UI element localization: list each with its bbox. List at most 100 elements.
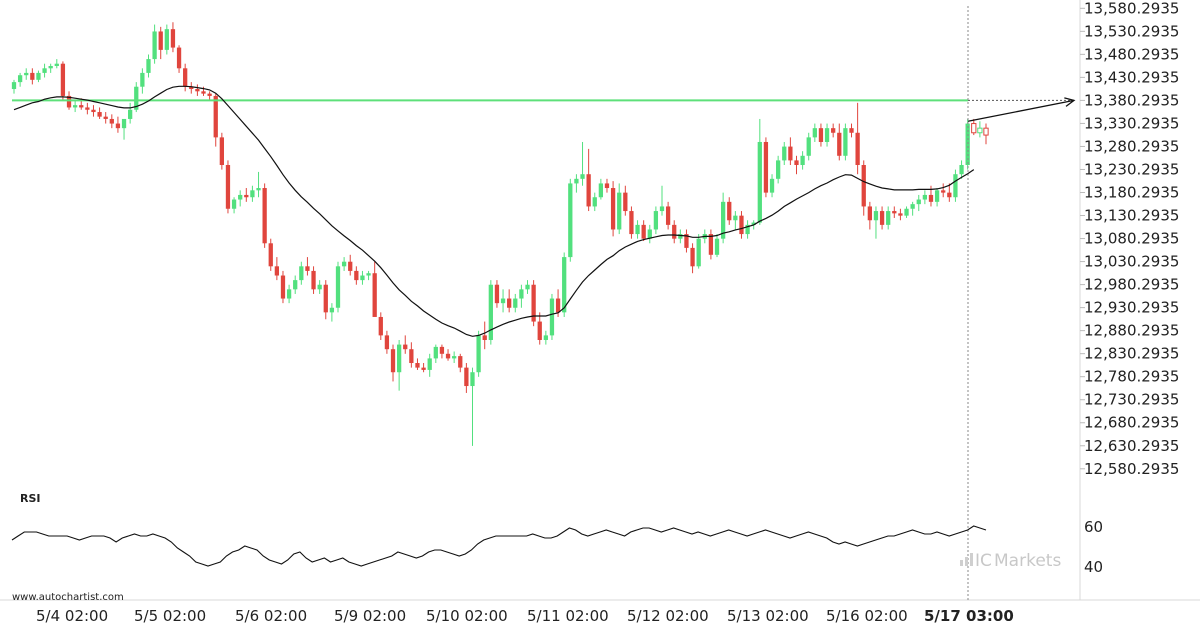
candle <box>739 215 744 235</box>
candle <box>201 91 206 94</box>
candle <box>574 178 579 184</box>
rsi-tick-label: 40 <box>1084 558 1103 576</box>
y-tick-label: 13,130.2935 <box>1084 207 1179 225</box>
candle <box>941 190 946 193</box>
candle <box>482 335 487 340</box>
candle <box>164 29 169 50</box>
candle <box>140 72 145 87</box>
candle <box>861 165 866 207</box>
moving-average-line <box>13 85 975 337</box>
candle <box>262 188 267 244</box>
candles <box>11 22 989 446</box>
candle <box>158 31 163 50</box>
candle <box>659 206 665 212</box>
candle <box>678 234 683 239</box>
x-tick-label: 5/9 02:00 <box>334 607 406 625</box>
candle <box>727 201 732 221</box>
candle <box>390 349 396 373</box>
candle <box>378 316 383 336</box>
candle <box>684 234 689 248</box>
candle <box>170 29 176 48</box>
candle <box>849 128 854 133</box>
candle <box>708 234 714 255</box>
candle <box>843 128 848 156</box>
candle <box>24 72 29 76</box>
candle <box>617 192 622 230</box>
candle <box>60 63 66 96</box>
candle <box>977 127 983 134</box>
candle <box>219 137 224 166</box>
x-tick-label: 5/11 02:00 <box>527 607 609 625</box>
candle <box>837 132 842 156</box>
candle <box>286 289 292 299</box>
candle <box>207 93 212 96</box>
rsi-title: RSI <box>20 492 41 505</box>
candle <box>103 116 108 119</box>
candle <box>867 206 872 221</box>
candle <box>445 353 451 359</box>
candle <box>623 192 628 212</box>
candle <box>48 65 53 69</box>
candle <box>317 284 322 290</box>
candle <box>519 289 524 299</box>
candle <box>806 137 811 156</box>
brand-logo: IC Markets <box>960 551 1061 571</box>
candle <box>555 298 561 313</box>
y-tick-label: 13,580.2935 <box>1084 0 1179 17</box>
candle <box>97 112 102 117</box>
rsi-tick-label: 60 <box>1084 518 1103 536</box>
candle <box>85 107 90 110</box>
y-tick-label: 12,930.2935 <box>1084 299 1179 317</box>
brand-logo-bar <box>965 557 968 566</box>
candle <box>409 349 414 364</box>
candle <box>928 194 934 202</box>
candle <box>763 141 769 193</box>
candle <box>213 95 218 138</box>
candle <box>293 280 298 290</box>
candle <box>788 146 793 161</box>
candle <box>672 224 677 239</box>
candle <box>152 31 157 60</box>
candle <box>543 335 548 340</box>
candle <box>818 128 824 142</box>
candle <box>916 199 921 205</box>
candle <box>696 238 701 267</box>
x-tick-label: 5/10 02:00 <box>426 607 508 625</box>
candle <box>855 132 860 166</box>
x-tick-label: 5/16 02:00 <box>826 607 908 625</box>
y-tick-label: 12,630.2935 <box>1084 437 1179 455</box>
candle <box>183 68 188 87</box>
candle <box>433 346 438 359</box>
candle <box>250 190 255 198</box>
y-tick-label: 13,230.2935 <box>1084 160 1179 178</box>
grid <box>0 0 1200 601</box>
candle <box>488 284 493 340</box>
candle <box>794 160 799 166</box>
candle <box>922 194 928 200</box>
x-tick-label: 5/6 02:00 <box>235 607 307 625</box>
candle <box>354 270 359 281</box>
candle <box>134 86 139 110</box>
candle <box>66 95 72 108</box>
candle <box>733 215 738 221</box>
candle <box>146 59 151 73</box>
candle <box>238 194 243 200</box>
x-tick-label: 5/13 02:00 <box>727 607 809 625</box>
candle <box>513 298 518 308</box>
candle <box>311 270 316 290</box>
candle <box>720 201 726 239</box>
candle <box>79 105 84 108</box>
candle <box>580 174 585 179</box>
y-tick-label: 12,580.2935 <box>1084 460 1179 478</box>
watermark-text: www.autochartist.com <box>12 592 124 603</box>
y-tick-label: 13,180.2935 <box>1084 183 1179 201</box>
candle <box>366 273 371 276</box>
candle <box>372 273 377 317</box>
y-tick-label: 13,380.2935 <box>1084 91 1179 109</box>
candle <box>665 206 671 225</box>
candle <box>751 222 756 225</box>
rsi-panel: RSI 60 40 <box>11 492 1103 576</box>
candle <box>476 335 481 373</box>
axis-labels: 13,580.2935 13,530.2935 13,480.2935 13,430.… <box>12 0 1179 625</box>
candle <box>947 192 952 198</box>
